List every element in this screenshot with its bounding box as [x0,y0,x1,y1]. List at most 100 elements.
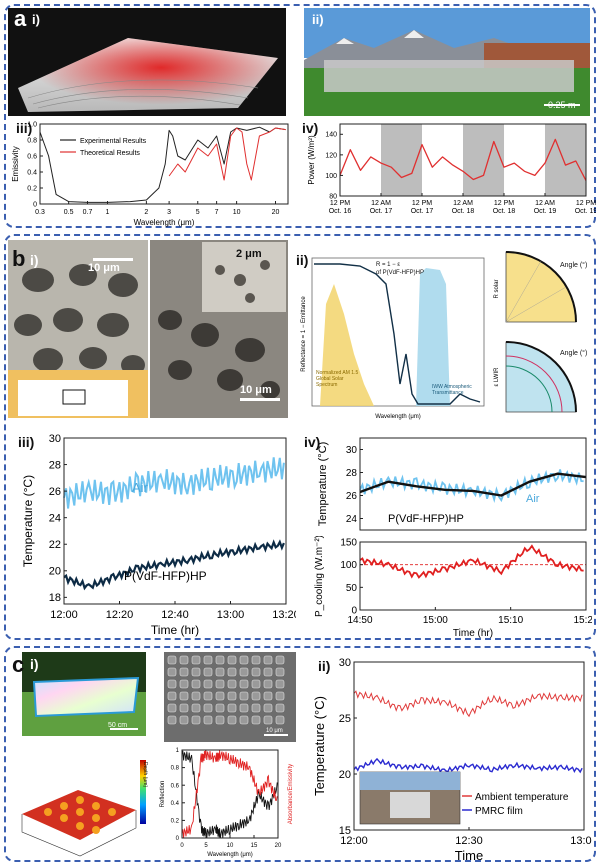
panel-b-i-scale-3: 10 μm [240,384,272,396]
y-tick-label: 20 [339,769,351,781]
chart-b-ii-polar-top: R solar [494,251,577,323]
x-axis-label: Time [455,848,483,860]
y2-axis-label: Absorbance/Emissivity [288,764,294,824]
y-axis-label: P_cooling (W.m⁻²) [314,536,325,617]
panel-c-i-depth-map [21,760,146,857]
y-tick-label: 25 [339,713,351,725]
svg-text:R solar: R solar [494,279,500,298]
x-tick-label: 14:50 [347,615,372,626]
panel-a-i-label: i) [32,12,40,27]
series-line-0 [353,690,583,718]
x-tick-label: 10 [233,209,241,216]
y-tick-label: 28 [346,468,358,479]
x-tick-label: 2 [144,209,148,216]
x-tick-label: 15:10 [498,615,523,626]
spectrum-atm-label: IWW Atmospheric Transmittance [432,384,472,396]
night-band-2 [544,124,586,196]
series-line-1 [63,539,285,591]
y-tick-label: 15 [339,825,351,837]
y-tick-label: 1 [176,748,180,754]
x-axis-label: Time (hr) [453,628,493,639]
x-tick-label-2: Oct. 19 [575,208,596,215]
reflectance-curve [314,263,481,405]
x-tick-label: 5 [196,209,200,216]
svg-text:ε LWIR: ε LWIR [494,367,500,387]
polar-bottom-angle-label: Angle (°) [560,350,588,357]
x-tick-label: 12:20 [106,609,134,621]
y-tick-label: 0.4 [171,801,180,807]
y-tick-label: 100 [325,173,337,180]
panel-b-i-sem-right [150,240,288,418]
x-tick-label-2: Oct. 17 [411,208,434,215]
chart-b-ii-polar-bottom: ε LWIR [494,341,577,413]
y-tick-label: 22 [49,539,61,551]
x-tick-label: 13:00 [570,835,592,847]
y-tick-label: 0.2 [27,185,37,192]
y-tick-label: 0.6 [171,783,180,789]
y-tick-label: 0 [351,606,357,617]
y-tick-label: 0 [176,836,180,842]
series-line-0 [339,138,587,181]
series-line-0 [181,750,278,839]
x-tick-label: 12 AM [371,200,391,207]
panel-b [4,234,596,640]
x-tick-label: 15:20 [573,615,592,626]
x-axis-label: Time (hr) [151,623,199,637]
night-band-1 [463,124,505,196]
panel-b-iv-label: iv) [304,434,321,450]
x-tick-label: 1 [106,209,110,216]
panel-c-ii-label: ii) [318,658,331,674]
y-tick-label: 30 [49,433,61,445]
series-line-1 [181,749,278,839]
depth-colorbar-label: Depth (μm) [142,762,148,788]
y-tick-label: 0.4 [27,169,37,176]
y-tick-label: 50 [346,583,358,594]
x-axis-label: Wavelength (μm) [134,218,195,227]
y-axis-label: Temperature (°C) [312,696,327,796]
chart-b-iv-bottom: 0 50 100 150 14:50 15:00 15:10 15:20 Time (hr) P_… [314,536,592,639]
legend-entry-1: Theoretical Results [80,150,140,157]
chart-b-ii-spectrum: Reflectance = 1 − Emittance Wavelength (… [301,257,485,420]
spectrum-equation: R = 1 − ε [376,262,401,268]
panel-b-letter: b [12,246,26,271]
y-tick-label: 0.8 [171,766,180,772]
y-tick-label: 0 [33,201,37,208]
series-line-0 [63,457,285,509]
x-tick-label: 12:40 [161,609,189,621]
panel-c-i-photo-scale: 50 cm [108,722,128,729]
panel-b-i-label: i) [30,252,39,268]
x-tick-label: 7 [215,209,219,216]
y-tick-label: 150 [340,538,357,549]
svg-text:Reflectance = 1 − Emittance: Reflectance = 1 − Emittance [301,296,307,372]
atmospheric-window-fill [416,268,450,406]
y-tick-label: 1.0 [27,121,37,128]
y-tick-label: 100 [340,560,357,571]
x-tick-label: 13:20 [272,609,296,621]
series-line-0 [39,126,286,203]
spectrum-solar-label: Normalized AM 1.5 Global Solar Spectrum [316,370,359,388]
series-label-air: Air [132,480,149,495]
svg-text:Wavelength (μm): Wavelength (μm) [375,414,421,420]
x-tick-label: 12 AM [535,200,555,207]
panel-a [4,4,596,228]
legend-entry-0: Experimental Results [80,138,147,145]
panel-b-i-scale-1: 10 μm [88,262,120,274]
y-tick-label: 26 [49,486,61,498]
y-tick-label: 20 [49,566,61,578]
series-label-pvdf: P(VdF-HFP)HP [388,513,464,525]
panel-a-iii-label: iii) [16,120,33,136]
x-tick-label: 12 PM [330,200,350,207]
y-tick-label: 0.6 [27,153,37,160]
x-tick-label: 12:00 [340,835,368,847]
panel-c-i-sem [164,652,296,742]
panel-c-i-label: i) [30,656,39,672]
x-tick-label: 12 PM [494,200,514,207]
series-line-1 [359,472,587,497]
plot-frame [359,541,587,611]
panel-c [4,646,596,862]
y-tick-label: 30 [339,657,351,669]
x-tick-label: 13:00 [217,609,245,621]
panel-c-letter: c [12,652,25,677]
x-tick-label: 0 [180,843,184,849]
